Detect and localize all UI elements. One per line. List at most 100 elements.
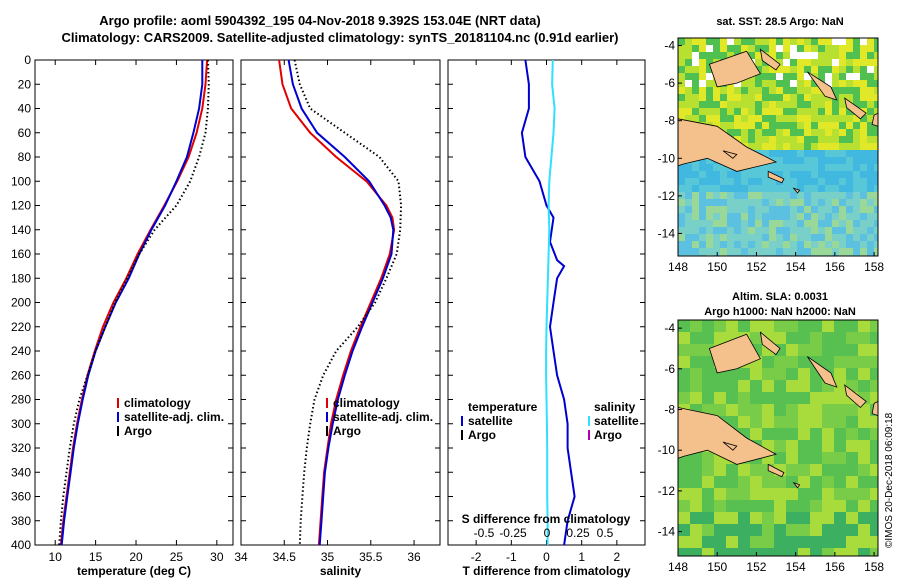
map-cell xyxy=(769,150,776,157)
map-cell xyxy=(874,241,878,248)
map-cell xyxy=(762,220,769,227)
map-cell xyxy=(678,94,685,101)
map-cell xyxy=(832,164,839,171)
map-cell xyxy=(804,52,811,59)
map-cell xyxy=(853,150,860,157)
map-cell xyxy=(714,548,726,556)
map-cell xyxy=(832,45,839,52)
map-cell xyxy=(797,66,804,73)
map-cell xyxy=(832,220,839,227)
map-cell xyxy=(692,38,699,45)
map-cell xyxy=(692,241,699,248)
map-cell xyxy=(769,52,776,59)
map-cell xyxy=(748,227,755,234)
map-cell xyxy=(790,87,797,94)
map-cell xyxy=(769,66,776,73)
map-cell xyxy=(825,52,832,59)
map-cell xyxy=(811,241,818,248)
map-cell xyxy=(804,192,811,199)
map-cell xyxy=(839,94,846,101)
map-cell xyxy=(748,45,755,52)
map-cell xyxy=(690,344,702,356)
map-cell xyxy=(846,157,853,164)
map-cell xyxy=(783,136,790,143)
map-cell xyxy=(702,512,714,524)
map-cell xyxy=(748,220,755,227)
map-cell xyxy=(874,248,878,255)
map-cell xyxy=(755,59,762,66)
map-cell xyxy=(853,87,860,94)
map-cell xyxy=(750,416,762,428)
map-cell xyxy=(762,320,774,332)
map-cell xyxy=(874,213,878,220)
y-tick-label: 80 xyxy=(18,150,32,164)
map-cell xyxy=(714,404,726,416)
map-cell xyxy=(750,536,762,548)
map-cell xyxy=(825,241,832,248)
land-mass xyxy=(708,333,761,374)
map-cell xyxy=(741,108,748,115)
map-cell xyxy=(706,108,713,115)
map-cell xyxy=(762,356,774,368)
map-cell xyxy=(699,164,706,171)
map-cell xyxy=(811,66,818,73)
map-cell xyxy=(702,536,714,548)
map-cell xyxy=(776,192,783,199)
map-cell xyxy=(832,59,839,66)
map-cell xyxy=(870,416,878,428)
map-cell xyxy=(797,80,804,87)
map-cell xyxy=(825,59,832,66)
map-cell xyxy=(685,73,692,80)
map-cell xyxy=(720,164,727,171)
sla-map-subtitle: Argo h1000: NaN h2000: NaN xyxy=(704,306,856,318)
map-cell xyxy=(811,164,818,171)
map-cell xyxy=(713,192,720,199)
map-cell xyxy=(741,192,748,199)
map-cell xyxy=(839,136,846,143)
map-cell xyxy=(818,192,825,199)
map-cell xyxy=(860,45,867,52)
map-cell xyxy=(874,136,878,143)
map-cell xyxy=(811,157,818,164)
map-cell xyxy=(818,206,825,213)
map-cell xyxy=(825,66,832,73)
map-cell xyxy=(822,404,834,416)
map-cell xyxy=(699,45,706,52)
map-cell xyxy=(825,129,832,136)
map-cell xyxy=(692,115,699,122)
land-mass xyxy=(722,441,738,451)
map-x-tick-label: 154 xyxy=(786,260,806,274)
map-cell xyxy=(818,178,825,185)
map-cell xyxy=(738,524,750,536)
map-cell xyxy=(860,157,867,164)
map-cell xyxy=(825,122,832,129)
map-cell xyxy=(738,416,750,428)
map-cell xyxy=(734,206,741,213)
map-cell xyxy=(783,45,790,52)
map-cell xyxy=(699,73,706,80)
map-cell xyxy=(818,73,825,80)
map-cell xyxy=(853,157,860,164)
map-cell xyxy=(853,199,860,206)
map-cell xyxy=(706,192,713,199)
map-cell xyxy=(839,87,846,94)
map-cell xyxy=(834,464,846,476)
map-cell xyxy=(776,234,783,241)
map-cell xyxy=(678,500,690,512)
map-cell xyxy=(874,185,878,192)
map-cell xyxy=(685,248,692,255)
map-cell xyxy=(804,115,811,122)
map-cell xyxy=(755,143,762,150)
map-cell xyxy=(783,192,790,199)
map-cell xyxy=(811,206,818,213)
map-cell xyxy=(783,185,790,192)
map-cell xyxy=(783,87,790,94)
map-cell xyxy=(706,199,713,206)
map-cell xyxy=(839,73,846,80)
secondary-tick-label: 0.25 xyxy=(566,526,590,540)
map-cell xyxy=(750,332,762,344)
land-mass xyxy=(767,170,785,184)
map-cell xyxy=(798,500,810,512)
map-cell xyxy=(839,199,846,206)
map-cell xyxy=(786,512,798,524)
